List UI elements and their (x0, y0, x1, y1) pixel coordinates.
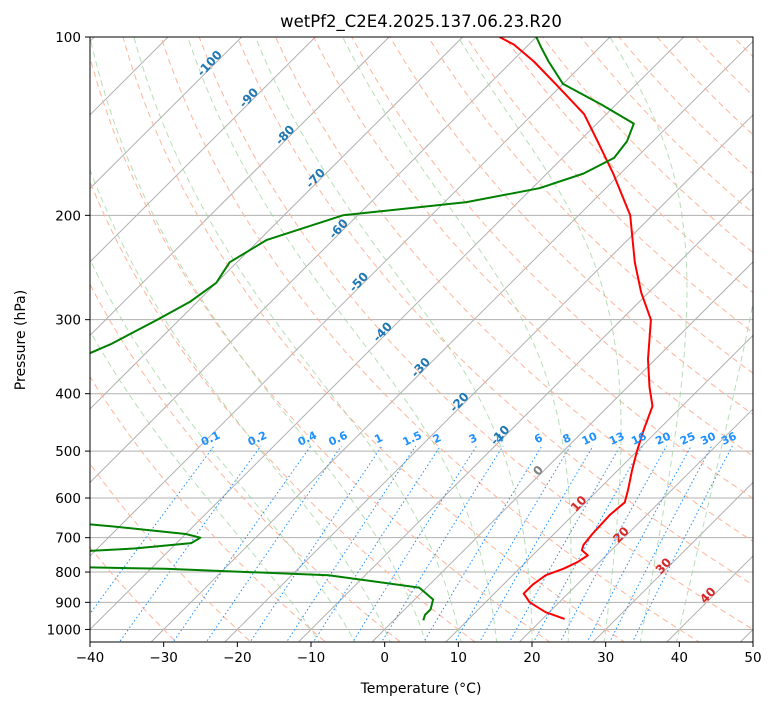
mixing-ratio-line (454, 445, 571, 642)
y-axis-ticks: 100 200 300 400 500 600 700 800 900 1000 (47, 30, 90, 638)
isotherm-line (90, 37, 317, 263)
mixing-ratio-line (118, 445, 262, 642)
isotherm-line (90, 37, 243, 190)
profile-lines (90, 37, 654, 621)
isotherm-line (90, 37, 685, 631)
dry-adiabat (198, 37, 753, 630)
x-axis-label: Temperature (°C) (360, 681, 482, 697)
x-tick-label: 40 (671, 650, 688, 666)
y-tick-label: 200 (55, 208, 81, 224)
x-tick-label: 0 (380, 650, 389, 666)
dry-adiabat (122, 37, 626, 642)
y-tick-label: 400 (55, 387, 81, 403)
x-axis-ticks: −40 −30 −20 −10 0 10 20 30 40 50 (76, 642, 762, 666)
mixing-ratio-label: 36 (719, 429, 739, 447)
mixing-ratio-line (508, 445, 621, 642)
dry-adiabat (90, 180, 476, 642)
moist-adiabat (90, 168, 391, 642)
mixing-ratio-line (249, 445, 383, 642)
dry-adiabat (90, 375, 327, 642)
moist-adiabat (609, 37, 688, 642)
dry-adiabat (313, 37, 753, 500)
isotherm-line (592, 481, 753, 642)
y-tick-label: 500 (55, 444, 81, 460)
y-tick-label: 300 (55, 313, 81, 329)
isotherm-line (150, 40, 753, 642)
temperature-line (499, 37, 654, 620)
isotherm-line (90, 37, 464, 410)
dry-adiabat (236, 37, 753, 586)
y-axis-label: Pressure (hPa) (13, 290, 29, 390)
mixing-ratio-label: 16 (629, 429, 649, 447)
y-tick-label: 100 (55, 30, 81, 46)
x-tick-label: −20 (223, 650, 252, 666)
isotherm-line (90, 37, 390, 337)
plot-frame (89, 36, 754, 643)
mixing-ratio-label: 20 (653, 429, 673, 447)
mixing-ratio-line (423, 445, 543, 642)
y-tick-label: 600 (55, 491, 81, 507)
chart-title: wetPf2_C2E4.2025.137.06.23.R20 (280, 12, 562, 32)
mixing-ratio-label: 25 (678, 430, 697, 448)
mixing-ratio-line (479, 445, 594, 642)
mixing-ratio-label: 13 (607, 430, 626, 448)
x-tick-label: 10 (450, 650, 467, 666)
mixing-ratio-line (533, 445, 643, 642)
dry-adiabat (274, 37, 753, 542)
x-tick-label: −30 (149, 650, 178, 666)
moist-adiabat (342, 37, 572, 642)
isotherm-line (518, 408, 753, 642)
moist-adiabat (90, 329, 320, 642)
moist-adiabat (676, 300, 753, 642)
isotherm-line (371, 261, 753, 642)
mixing-ratio-line (559, 445, 668, 642)
dry-adiabat (90, 462, 252, 642)
moist-adiabat (90, 37, 427, 642)
isotherm-line (297, 187, 753, 642)
x-tick-label: 50 (744, 650, 761, 666)
dry-adiabat (90, 55, 551, 642)
mixing-ratio-label: 30 (699, 429, 719, 447)
mixing-ratio-line (205, 445, 343, 642)
x-tick-label: 20 (523, 650, 540, 666)
x-tick-label: −40 (76, 650, 105, 666)
dry-adiabat (503, 37, 753, 294)
mixing-ratio-line (381, 445, 504, 642)
y-tick-label: 700 (55, 531, 81, 547)
dry-adiabat (351, 37, 753, 457)
moist-adiabat (457, 37, 622, 642)
y-tick-label: 800 (55, 565, 81, 581)
mixing-ratio-label: 10 (580, 429, 600, 447)
isotherm-line (90, 37, 611, 557)
moist-adiabat (133, 37, 462, 642)
x-tick-label: 30 (597, 650, 614, 666)
isotherm-line (90, 37, 538, 484)
mixing-ratio-line (352, 445, 478, 642)
moist-adiabat (187, 37, 498, 642)
isotherm-line (224, 114, 753, 642)
dry-adiabat (90, 283, 402, 642)
x-tick-label: −10 (297, 650, 326, 666)
moist-adiabat (90, 258, 356, 642)
y-tick-label: 1000 (47, 622, 81, 638)
y-tick-label: 900 (55, 595, 81, 611)
dewpoint-line (90, 37, 635, 621)
isotherm-line (445, 334, 753, 642)
mixing-ratio-line (586, 445, 692, 642)
dry-adiabat (90, 546, 177, 642)
mixing-ratio-line (632, 445, 733, 642)
dry-adiabat (389, 37, 753, 416)
dry-adiabat (160, 37, 701, 642)
